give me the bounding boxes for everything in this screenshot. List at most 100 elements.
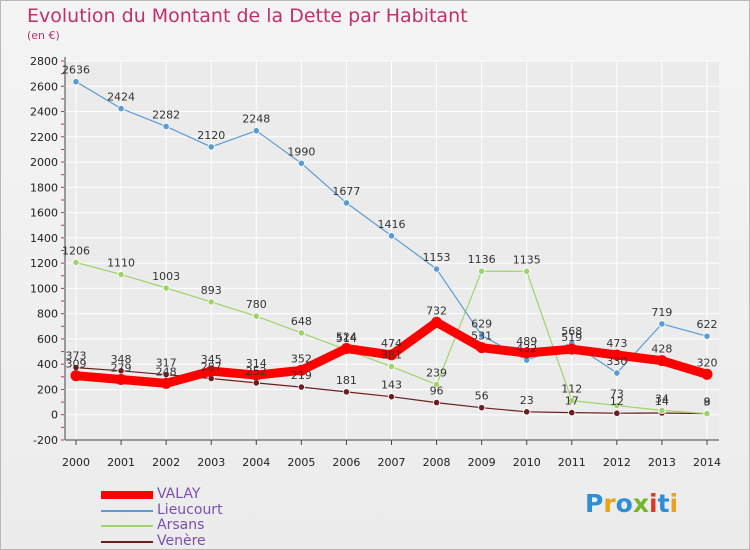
y-tick-label: 1000 xyxy=(30,282,58,295)
y-tick-label: 2000 xyxy=(30,156,58,169)
data-label-ven-re: 348 xyxy=(111,353,132,366)
point-valay xyxy=(70,370,82,382)
logo-letter: i xyxy=(669,489,679,518)
data-label-valay: 531 xyxy=(471,330,492,343)
data-label-arsans: 1135 xyxy=(513,253,541,266)
x-tick-label: 2013 xyxy=(648,456,676,469)
y-tick-label: 1400 xyxy=(30,232,58,245)
data-label-lieucourt: 432 xyxy=(516,342,537,355)
data-label-lieucourt: 2424 xyxy=(107,91,135,104)
data-label-ven-re: 8 xyxy=(704,396,711,409)
data-label-ven-re: 143 xyxy=(381,379,402,392)
point-valay xyxy=(476,342,488,354)
logo-letter: t xyxy=(657,489,670,518)
data-label-ven-re: 287 xyxy=(201,360,222,373)
data-label-arsans: 9 xyxy=(704,396,711,409)
point-ven-re xyxy=(523,408,531,416)
data-label-ven-re: 56 xyxy=(475,390,489,403)
legend-label: Lieucourt xyxy=(157,501,223,518)
point-arsans xyxy=(207,298,215,306)
x-tick-label: 2002 xyxy=(152,456,180,469)
data-label-arsans: 381 xyxy=(381,349,402,362)
y-tick-label: 600 xyxy=(37,333,58,346)
y-tick-label: 2200 xyxy=(30,131,58,144)
point-valay xyxy=(431,316,443,328)
data-label-valay: 473 xyxy=(606,337,627,350)
point-lieucourt xyxy=(297,159,305,167)
x-tick-label: 2005 xyxy=(287,456,315,469)
data-label-ven-re: 317 xyxy=(156,357,177,370)
data-label-ven-re: 17 xyxy=(565,395,579,408)
y-tick-label: 2400 xyxy=(30,106,58,119)
data-label-ven-re: 373 xyxy=(66,350,87,363)
point-valay xyxy=(250,369,262,381)
point-ven-re xyxy=(342,388,351,396)
point-arsans xyxy=(162,284,170,292)
x-tick-label: 2003 xyxy=(197,456,225,469)
point-ven-re xyxy=(387,393,396,401)
point-ven-re xyxy=(297,383,305,391)
x-tick-label: 2007 xyxy=(378,456,406,469)
point-arsans xyxy=(387,363,396,371)
data-label-valay: 248 xyxy=(156,365,177,378)
data-label-arsans: 1003 xyxy=(152,270,180,283)
x-tick-label: 2011 xyxy=(558,456,586,469)
point-lieucourt xyxy=(478,331,486,339)
point-lieucourt xyxy=(72,78,80,86)
point-arsans xyxy=(297,329,305,337)
point-valay xyxy=(295,364,307,376)
data-label-arsans: 893 xyxy=(201,284,222,297)
data-label-valay: 519 xyxy=(561,331,582,344)
data-label-ven-re: 252 xyxy=(246,365,267,378)
data-label-ven-re: 12 xyxy=(610,395,624,408)
data-label-lieucourt: 1153 xyxy=(423,251,451,264)
data-label-arsans: 112 xyxy=(561,383,582,396)
point-ven-re xyxy=(613,409,621,417)
x-tick-label: 2004 xyxy=(242,456,270,469)
data-label-lieucourt: 1677 xyxy=(332,185,360,198)
proxiti-logo: Proxiti xyxy=(585,489,678,518)
point-lieucourt xyxy=(432,265,441,273)
point-valay xyxy=(115,373,127,385)
logo-letter: r xyxy=(603,489,616,518)
point-ven-re xyxy=(162,371,170,379)
x-tick-label: 2001 xyxy=(107,456,135,469)
data-label-valay: 345 xyxy=(201,353,222,366)
point-arsans xyxy=(613,401,621,410)
data-label-arsans: 1206 xyxy=(62,244,90,257)
data-label-ven-re: 219 xyxy=(291,369,312,382)
point-valay xyxy=(386,349,397,361)
legend-label: Arsans xyxy=(157,517,205,533)
point-lieucourt xyxy=(207,143,215,151)
y-tick-label: 800 xyxy=(37,308,58,321)
point-ven-re xyxy=(432,399,441,407)
data-label-valay: 314 xyxy=(246,357,267,370)
data-label-ven-re: 181 xyxy=(336,374,357,387)
point-arsans xyxy=(568,396,576,405)
x-tick-label: 2000 xyxy=(62,456,90,469)
data-label-lieucourt: 2636 xyxy=(62,64,90,77)
point-valay xyxy=(656,355,668,367)
chart-title: Evolution du Montant de la Dette par Hab… xyxy=(27,5,468,27)
y-tick-label: 200 xyxy=(37,383,58,396)
point-ven-re xyxy=(478,404,486,412)
point-arsans xyxy=(252,312,260,320)
data-label-arsans: 239 xyxy=(426,367,447,380)
data-label-valay: 279 xyxy=(111,361,132,374)
y-tick-label: 2800 xyxy=(30,55,58,68)
data-label-lieucourt: 2120 xyxy=(197,129,225,142)
data-label-arsans: 73 xyxy=(610,388,624,401)
data-label-lieucourt: 622 xyxy=(697,318,718,331)
x-tick-label: 2012 xyxy=(603,456,631,469)
data-label-lieucourt: 330 xyxy=(606,355,627,368)
data-label-lieucourt: 568 xyxy=(561,325,582,338)
y-tick-label: 1600 xyxy=(30,207,58,220)
data-label-arsans: 780 xyxy=(246,298,267,311)
point-valay xyxy=(701,368,713,380)
data-label-valay: 352 xyxy=(291,352,312,365)
data-label-valay: 732 xyxy=(426,304,447,317)
data-label-ven-re: 23 xyxy=(520,394,534,407)
x-tick-label: 2006 xyxy=(332,456,360,469)
data-label-lieucourt: 1416 xyxy=(378,218,406,231)
data-label-arsans: 514 xyxy=(336,332,357,345)
